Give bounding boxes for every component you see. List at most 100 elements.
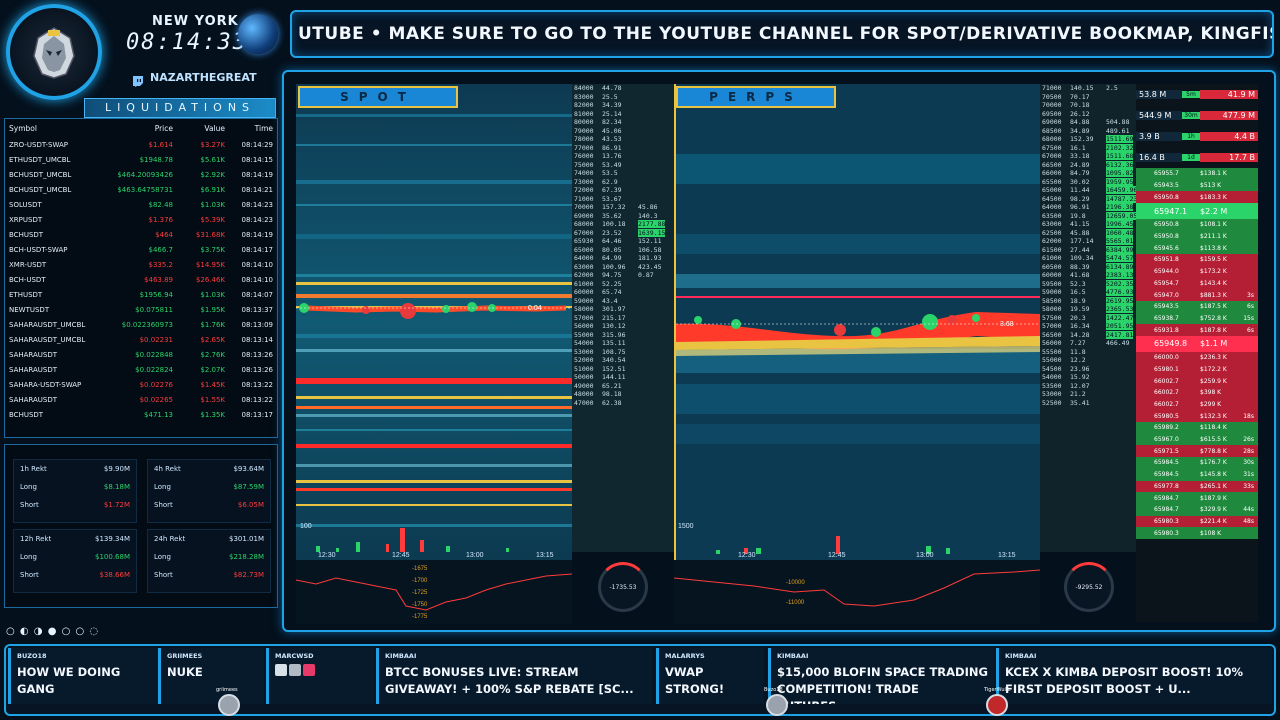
ladder-bid: 96.91 <box>1070 203 1090 211</box>
trade-size: $108 K <box>1200 529 1222 537</box>
trade-price: 65943.5 <box>1154 182 1179 190</box>
trade-row: 65950.8 $108.1 K <box>1136 219 1258 231</box>
ladder-row: 79000 45.06 <box>572 127 674 136</box>
perps-price-ladder: 71000 140.15 2.5 70500 70.17 70000 70.18 69500 2… <box>1040 84 1136 552</box>
ladder-price: 51000 <box>574 364 594 373</box>
trade-price: 65950.8 <box>1154 193 1179 201</box>
volume-period: 1d <box>1182 154 1200 161</box>
chat-avatar: Buzo18 <box>764 687 788 716</box>
col-symbol: Symbol <box>9 123 37 133</box>
svg-text:13:15: 13:15 <box>998 552 1016 559</box>
trade-price: 65954.7 <box>1154 279 1179 287</box>
row-symbol: XMR-USDT <box>9 260 47 269</box>
ladder-price: 65000 <box>574 245 594 254</box>
ladder-row: 81000 25.14 <box>572 110 674 119</box>
ladder-bid: 34.39 <box>602 101 622 109</box>
ladder-ask: 1095.82 <box>1106 169 1134 177</box>
chat-username: KIMBAAI <box>1005 652 1037 660</box>
ladder-row: 53500 12.07 <box>1040 382 1136 391</box>
ladder-price: 54000 <box>574 339 594 347</box>
trade-size: $183.3 K <box>1200 193 1227 201</box>
ladder-bid: 45.88 <box>1070 228 1090 237</box>
trade-age: 18s <box>1243 412 1254 420</box>
perps-heatmap[interactable]: 3.68 1500 12:30 12:45 13:00 13:15 PERPS <box>674 84 1040 560</box>
row-value: $5.61K <box>200 155 225 164</box>
ladder-ask: 0.87 <box>638 271 654 279</box>
ladder-row: 72000 67.39 <box>572 186 674 195</box>
ladder-row: 57000 215.17 <box>572 314 674 323</box>
short-label: Short <box>20 501 39 509</box>
ladder-row: 63000 41.15 1996.45 <box>1040 220 1136 229</box>
rekt-short: $1.72M <box>103 501 130 509</box>
trade-row: 65977.8 $265.1 K 33s <box>1136 480 1258 493</box>
ladder-price: 69500 <box>1042 109 1062 118</box>
svg-text:-10000: -10000 <box>786 580 805 586</box>
emote-row <box>275 664 368 681</box>
trade-size: $113.8 K <box>1200 244 1227 252</box>
ladder-price: 60500 <box>1042 262 1062 271</box>
row-symbol: SAHARAUSDT <box>9 350 58 359</box>
ladder-row: 64000 64.99 181.93 <box>572 254 674 263</box>
trade-row: 66002.7 $259.9 K <box>1136 375 1258 387</box>
trade-price: 65977.8 <box>1154 482 1179 490</box>
ladder-ask: 2177.88 <box>638 220 666 228</box>
spot-heatmap[interactable]: 0.04 100 12:30 12:45 13:00 13:15 SPOT <box>296 84 572 560</box>
display-controls[interactable]: ○ ◐ ◑ ● ○ ○ ◌ <box>6 626 100 637</box>
liquidations-table: Symbol Price Value Time ZRO-USDT-SWAP $1.… <box>4 118 278 438</box>
trade-age: 3s <box>1247 291 1254 299</box>
ladder-bid: 52.25 <box>602 279 622 288</box>
trade-size: $145.8 K <box>1200 471 1227 479</box>
tab-spot[interactable]: SPOT <box>298 86 458 108</box>
ladder-row: 84000 44.78 <box>572 84 674 93</box>
tab-perps[interactable]: PERPS <box>676 86 836 108</box>
ladder-ask: 16459.96 <box>1106 186 1136 194</box>
ladder-bid: 62.9 <box>602 177 618 186</box>
ladder-ask: 140.3 <box>638 211 658 220</box>
trade-price: 66002.7 <box>1154 401 1179 409</box>
perps-delta-gauge: -9295.52 <box>1064 562 1114 612</box>
ladder-bid: 19.59 <box>1070 305 1090 313</box>
ladder-price: 48000 <box>574 390 594 398</box>
ladder-price: 60000 <box>574 288 594 296</box>
ladder-bid: 65.74 <box>602 288 622 296</box>
ladder-bid: 152.51 <box>602 364 626 373</box>
ladder-row: 59500 52.3 5202.35 <box>1040 279 1136 289</box>
row-value: $3.27K <box>200 140 225 149</box>
row-time: 08:14:23 <box>241 215 273 224</box>
trade-price: 66002.7 <box>1154 377 1179 385</box>
ladder-row: 64000 96.91 2196.38 <box>1040 203 1136 212</box>
trade-row: 66002.7 $299 K <box>1136 398 1258 411</box>
row-value: $31.68K <box>195 230 225 239</box>
trade-size: $172.2 K <box>1200 365 1227 373</box>
ladder-ask: 14787.23 <box>1106 194 1136 203</box>
volume-period: 1h <box>1182 133 1200 140</box>
ladder-bid: 52.3 <box>1070 279 1086 288</box>
ladder-bid: 53.5 <box>602 169 618 177</box>
trade-row: 65971.5 $778.8 K 28s <box>1136 445 1258 458</box>
row-value: $2.07K <box>200 365 225 374</box>
ladder-bid: 53.67 <box>602 194 622 203</box>
volume-period: 5m <box>1182 91 1200 98</box>
row-value: $5.39K <box>200 215 225 224</box>
trade-price: 65980.3 <box>1154 517 1179 525</box>
table-row: SAHARAUSDT_UMCBL $0.022360973 $1.76K 08:13:… <box>5 317 277 332</box>
ladder-bid: 215.17 <box>602 313 626 322</box>
ladder-ask: 2365.53 <box>1106 305 1134 313</box>
row-price: $82.48 <box>148 200 174 209</box>
ladder-price: 76000 <box>574 152 594 160</box>
long-label: Long <box>154 553 171 561</box>
ladder-bid: 100.18 <box>602 220 626 228</box>
ladder-ask: 2.5 <box>1106 84 1118 92</box>
ladder-price: 50000 <box>574 373 594 381</box>
chat-username: GRIIMEES <box>167 652 203 660</box>
row-time: 08:14:17 <box>241 245 273 254</box>
news-ticker: UTUBE • MAKE SURE TO GO TO THE YOUTUBE C… <box>290 10 1274 58</box>
rekt-box: 24h Rekt $301.01M Long $218.28M Short $82.73M <box>147 529 271 593</box>
ladder-row: 54000 135.11 <box>572 339 674 348</box>
trade-price: 65949.8 <box>1154 339 1188 349</box>
row-time: 08:13:22 <box>241 395 273 404</box>
row-price: $0.02265 <box>139 395 173 404</box>
chat-message: NUKE <box>167 665 203 679</box>
ladder-ask: 5565.01 <box>1106 237 1134 245</box>
ladder-ask: 6134.89 <box>1106 262 1134 271</box>
